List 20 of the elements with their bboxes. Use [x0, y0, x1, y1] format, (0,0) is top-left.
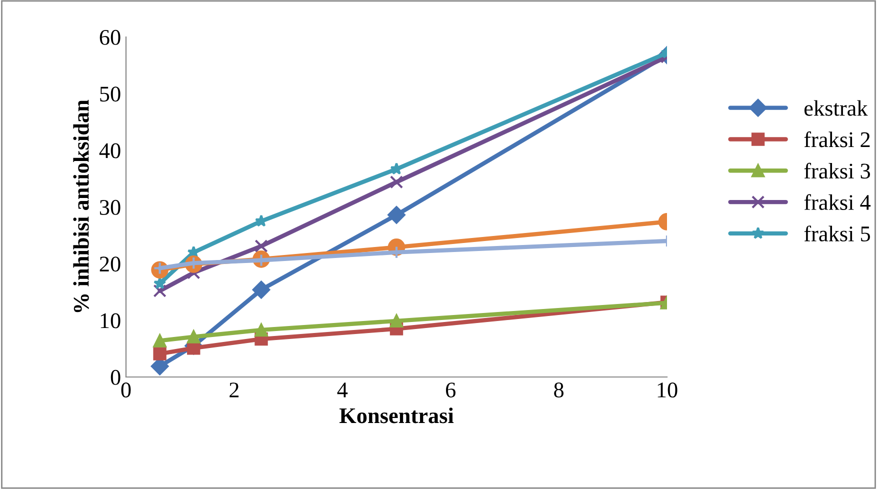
legend-label: fraksi 5	[804, 226, 870, 242]
y-tick-label: 0	[110, 370, 120, 385]
legend-label: fraksi 3	[804, 162, 870, 179]
x-tick-label: 2	[230, 382, 239, 398]
x-axis-title: Konsentrasi	[339, 408, 454, 424]
y-tick-label: 50	[100, 86, 120, 102]
y-tick-label: 40	[99, 143, 120, 158]
y-tick-label: 10	[100, 313, 120, 328]
legend-label: fraksi 4	[804, 194, 871, 210]
x-tick-label: 6	[446, 382, 456, 398]
x-tick-label: 4	[337, 382, 348, 398]
legend-label: ekstrak	[804, 100, 868, 116]
y-tick-label: 30	[100, 200, 120, 215]
x-tick-label: 10	[658, 382, 678, 398]
y-tick-label: 60	[100, 30, 120, 45]
y-tick-label: 20	[100, 256, 120, 272]
legend-label: fraksi 2	[804, 131, 870, 148]
x-tick-label: 8	[554, 382, 564, 398]
x-tick-label: 0	[121, 382, 131, 398]
y-axis-title: % inhibisi antioksidan	[73, 100, 89, 312]
